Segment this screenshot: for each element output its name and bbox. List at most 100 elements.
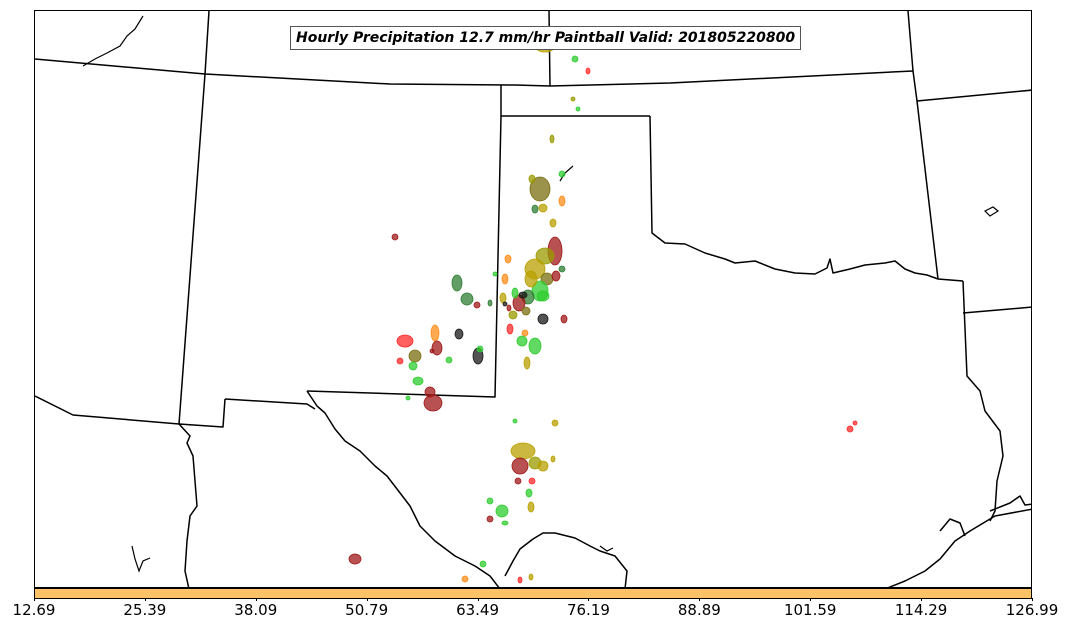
paintball-blob [537,460,549,472]
colorbar-tick-mark [477,598,479,601]
paintball-blob [396,334,414,348]
paintball-blob [525,488,533,498]
kansas-oklahoma-border [500,85,650,117]
paintball-blob [504,254,512,264]
paintball-blob [524,270,538,288]
state-borders [35,11,1031,587]
gulf-coast-east [887,508,1031,587]
paintball-blob [558,265,566,273]
paintball-blob [502,301,508,307]
lake-outline-2 [983,206,1000,217]
paintball-blob [535,247,555,265]
colorbar-tick-mark [1032,598,1033,601]
paintball-blob [551,419,559,427]
paintball-blob [521,306,531,316]
paintball-blob [461,575,469,583]
colorbar-tick-mark [144,598,146,601]
paintball-blob [585,67,591,75]
paintball-blob [514,477,522,485]
paintball-blob [348,553,362,565]
colorado-kansas-border [178,11,210,425]
paintball-blob [486,515,494,523]
missouri-arkansas-border [916,89,1031,102]
arkansas-oklahoma-border [916,100,939,280]
lake-outline-1 [82,15,144,67]
paintball-blob [412,376,424,386]
paintball-blob [558,170,566,178]
colorbar-tick-mark [810,598,812,601]
paintball-blob [575,106,581,112]
paintball-blob [476,345,484,353]
paintball-blob [408,361,418,371]
paintball-blob [431,340,443,356]
texas-newmexico-border [306,115,502,398]
lake-outline-5 [599,545,614,552]
kansas-missouri-border [907,11,918,102]
colorbar-tick-mark [34,598,35,601]
oklahoma-redriver-border [649,115,964,282]
nebraska-kansas-border [35,58,914,87]
paintball-blob [454,328,464,340]
paintball-blob [460,292,474,306]
paintball-blob [538,203,548,213]
paintball-blob [558,195,566,207]
paintball-blob [549,218,557,228]
paintball-blob [499,292,507,304]
paintball-blob [518,291,528,299]
paintball-blob [571,55,579,63]
colorbar-tick-label: 25.39 [123,601,167,619]
paintball-blob [528,573,534,581]
paintball-blob [536,290,550,302]
paintball-blob [408,349,422,363]
paintball-blob [517,576,523,584]
colorbar-tick-label: 38.09 [234,601,278,619]
colorbar-tick-mark [699,598,701,601]
paintball-blob [391,233,399,241]
paintball-blob [537,313,549,325]
paintball-blob [424,386,436,398]
colorbar-tick-mark [255,598,257,601]
paintball-blob [396,357,404,365]
texas-louisiana-border [962,280,1004,522]
paintball-blob [479,560,487,568]
rio-grande-border [306,390,500,587]
paintball-blob [528,174,536,184]
colorbar-tick-label: 114.29 [894,601,948,619]
paintball-blob [487,299,493,307]
paintball-blob [445,356,453,364]
colorbar-tick-label: 76.19 [566,601,610,619]
paintball-blob [423,394,443,412]
paintball-blob [852,420,858,426]
colorbar-tick-mark [588,598,590,601]
colorbar-tick-mark [366,598,368,601]
paintball-blob [550,455,556,463]
water-features [82,15,1000,573]
paintball-blob [429,348,435,354]
paintball-blob [551,270,561,282]
colorbar-tick-label: 63.49 [456,601,500,619]
paintball-blob [473,301,481,309]
paintball-blob [510,442,536,460]
map-title: Hourly Precipitation 12.7 mm/hr Paintbal… [290,26,802,50]
colorbar-tick-label: 126.99 [1005,601,1059,619]
paintball-blob [506,304,512,312]
paintball-blob [560,314,568,324]
arkansas-louisiana-border [962,306,1031,314]
paintball-blob [549,134,555,144]
paintball-blob [405,395,411,401]
paintball-blob [570,96,576,102]
paintball-blob [506,323,514,335]
paintball-blob [495,504,509,518]
paintball-blob [501,520,509,526]
newmexico-arizona-border [35,395,180,425]
paintball-blob [528,337,542,355]
paintball-blob [501,273,509,285]
paintball-blob [512,418,518,424]
paintball-blob [516,335,528,347]
paintball-blob [846,425,854,433]
paintball-blob [528,477,536,485]
paintball-blob [430,324,440,342]
paintball-blob [529,176,551,202]
colorbar-tick-label: 88.89 [677,601,721,619]
paintball-blob [523,356,531,370]
